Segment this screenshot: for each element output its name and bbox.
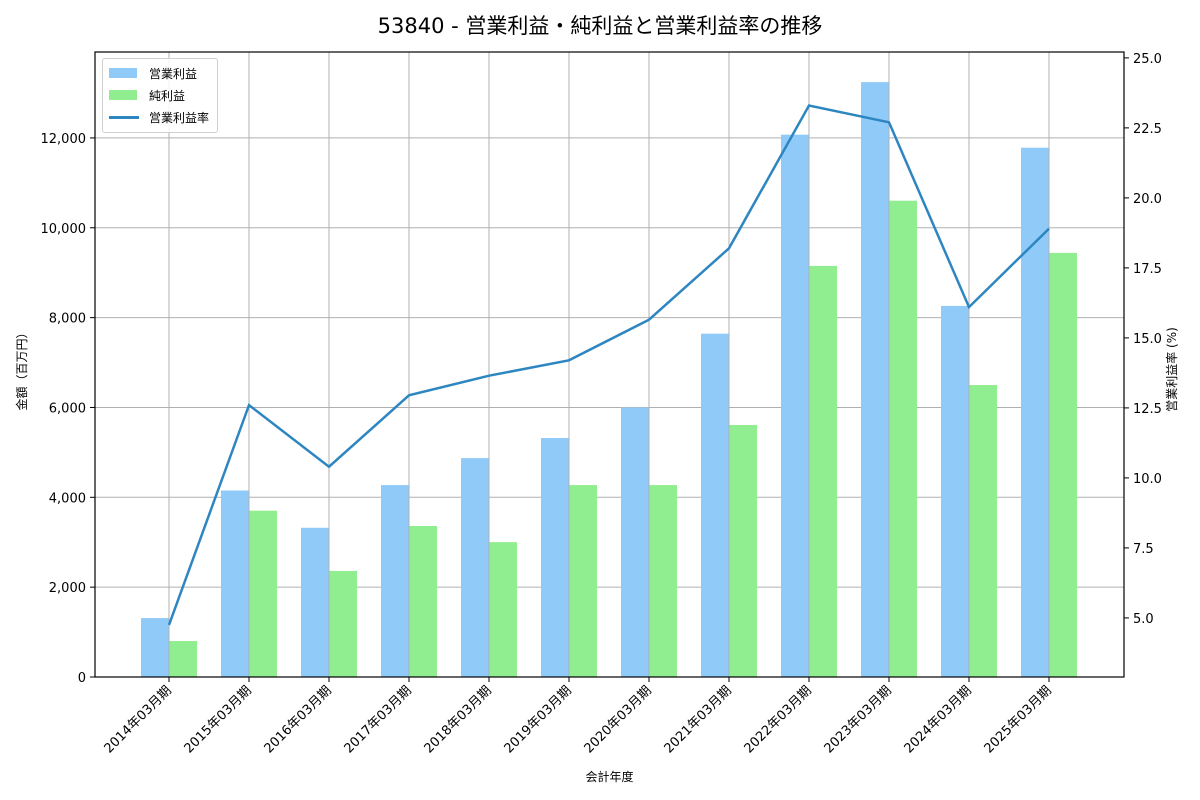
legend-item-net-profit: 純利益 — [109, 84, 211, 106]
tick-label-right: 17.5 — [1133, 262, 1162, 277]
bar-operating-profit — [701, 333, 729, 677]
bar-operating-profit — [621, 407, 649, 677]
bar-net-profit — [809, 265, 837, 677]
bar-net-profit — [329, 570, 357, 677]
tick-label-right: 10.0 — [1133, 472, 1162, 487]
y-axis-label-right: 営業利益率 (%) — [1164, 327, 1179, 412]
tick-label-left: 4,000 — [49, 491, 86, 506]
bar-net-profit — [489, 542, 517, 677]
tick-label-category: 2016年03月期 — [262, 683, 335, 756]
y-axis-label-left: 金額（百万円） — [14, 326, 29, 410]
bar-net-profit — [969, 385, 997, 677]
line-operating-margin — [167, 104, 1050, 626]
tick-label-left: 12,000 — [41, 132, 87, 147]
bar-operating-profit — [781, 134, 809, 678]
tick-label-left: 10,000 — [41, 222, 87, 237]
tick-label-category: 2017年03月期 — [342, 683, 415, 756]
legend-swatch-bar-blue — [109, 68, 137, 78]
bar-operating-profit — [1021, 147, 1049, 677]
x-axis-label: 会計年度 — [585, 769, 633, 784]
tick-label-right: 15.0 — [1133, 332, 1162, 347]
tick-label-category: 2021年03月期 — [662, 683, 735, 756]
tick-label-category: 2022年03月期 — [742, 683, 815, 756]
tick-label-category: 2023年03月期 — [822, 683, 895, 756]
bar-operating-profit — [381, 485, 409, 677]
legend-swatch-bar-green — [109, 90, 137, 100]
tick-label-right: 22.5 — [1133, 122, 1162, 137]
legend-label: 営業利益 — [149, 66, 198, 81]
tick-label-category: 2019年03月期 — [502, 683, 575, 756]
tick-label-category: 2018年03月期 — [422, 683, 495, 756]
bar-net-profit — [569, 485, 597, 677]
tick-label-right: 7.5 — [1133, 542, 1154, 557]
tick-label-right: 20.0 — [1133, 192, 1162, 207]
legend-label: 営業利益率 — [149, 110, 210, 125]
tick-label-category: 2020年03月期 — [582, 683, 655, 756]
legend-label: 純利益 — [149, 88, 186, 103]
legend: 営業利益 純利益 営業利益率 — [102, 58, 218, 133]
bar-operating-profit — [941, 305, 969, 677]
tick-label-category: 2025年03月期 — [982, 683, 1055, 756]
legend-item-operating-profit: 営業利益 — [109, 62, 211, 84]
bar-operating-profit — [221, 490, 249, 677]
bar-net-profit — [169, 641, 197, 677]
tick-label-right: 12.5 — [1133, 402, 1162, 417]
bar-net-profit — [409, 526, 437, 677]
tick-label-left: 6,000 — [49, 401, 86, 416]
tick-label-left: 0 — [78, 671, 86, 686]
tick-label-left: 2,000 — [49, 581, 86, 596]
tick-label-right: 25.0 — [1133, 52, 1162, 67]
tick-label-left: 8,000 — [49, 312, 86, 327]
legend-item-operating-margin: 営業利益率 — [109, 106, 211, 128]
bar-net-profit — [889, 200, 917, 677]
tick-label-category: 2014年03月期 — [102, 683, 175, 756]
bar-net-profit — [649, 485, 677, 677]
tick-label-right: 5.0 — [1133, 612, 1154, 627]
legend-swatch-line — [109, 115, 139, 119]
bar-operating-profit — [541, 438, 569, 677]
tick-label-category: 2024年03月期 — [902, 683, 975, 756]
bar-net-profit — [249, 510, 277, 677]
tick-label-category: 2015年03月期 — [182, 683, 255, 756]
bar-net-profit — [1049, 252, 1077, 678]
bar-operating-profit — [861, 82, 889, 677]
bar-net-profit — [729, 424, 757, 677]
bar-operating-profit — [141, 618, 169, 677]
bar-operating-profit — [301, 527, 329, 677]
bar-operating-profit — [461, 458, 489, 677]
chart-title: 53840 - 営業利益・純利益と営業利益率の推移 — [377, 14, 823, 38]
plot-frame — [94, 51, 1125, 678]
